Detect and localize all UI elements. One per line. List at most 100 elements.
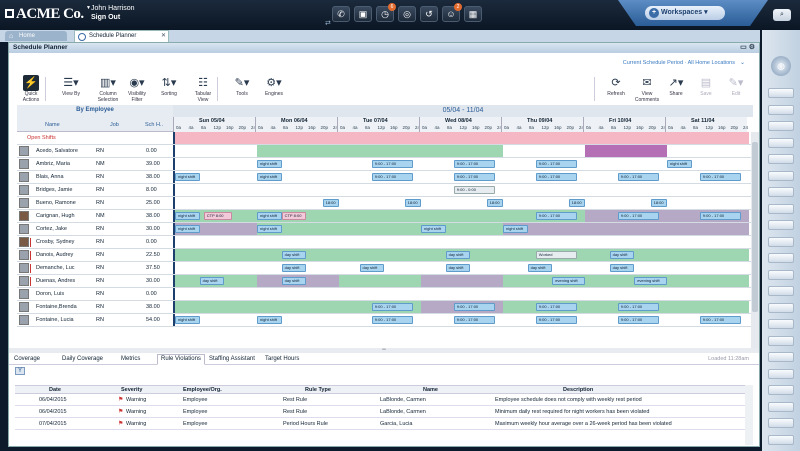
shift-block[interactable]: night shift	[175, 212, 200, 220]
shift-block[interactable]: 9:00 - 17:00	[699, 212, 741, 220]
toolbar-wrench-button[interactable]: ✎▾ Tools	[231, 75, 253, 97]
schedule-track[interactable]: day shift day shift day shift day shift day …	[173, 262, 747, 274]
schedule-track[interactable]: 9:00 - 0:00	[173, 184, 747, 196]
toolbar-share-button[interactable]: ↗▾ Share	[665, 75, 687, 97]
schedule-period-link[interactable]: Current Schedule Period · All Home Locat…	[622, 60, 735, 66]
schedule-track[interactable]: day shift day shift evening shift evening s…	[173, 275, 749, 287]
table-row[interactable]: 07/04/2015 Warning Employee Period Hours Ru…	[15, 418, 745, 430]
shift-block[interactable]: night shift	[257, 316, 282, 324]
shift-block[interactable]: 18:00	[486, 199, 503, 207]
schedule-track[interactable]	[173, 132, 749, 144]
table-row[interactable]: Bridges, Jamie RN 8.00 9:00 - 0:00	[17, 184, 757, 197]
workspace-slot[interactable]	[768, 187, 794, 197]
workspace-slot[interactable]	[768, 203, 794, 214]
shift-block[interactable]: day shift	[445, 264, 471, 272]
table-row[interactable]: Bueno, Ramone RN 25.00 18:00 18:00 18:00 18:00…	[17, 197, 757, 210]
shift-block[interactable]: 9:00 - 17:00	[371, 173, 413, 181]
column-header[interactable]: Severity	[121, 387, 143, 393]
workspace-slot[interactable]	[768, 236, 794, 247]
shift-block[interactable]: 18:00	[650, 199, 667, 207]
workspace-slot[interactable]	[768, 418, 794, 428]
toolbar-refresh-button[interactable]: ⟳ Refresh	[605, 75, 627, 97]
workspace-slot[interactable]	[768, 121, 794, 131]
schedule-track[interactable]: day shift day shift Worked day shift	[173, 249, 749, 261]
shift-block[interactable]: evening shift	[634, 277, 667, 285]
shift-block[interactable]: 9:00 - 17:00	[535, 173, 577, 181]
workspace-slot[interactable]	[768, 434, 794, 445]
globe-icon[interactable]: ◍	[771, 56, 791, 76]
table-row[interactable]: Blais, Anna RN 38.00 night shift night shift…	[17, 171, 757, 184]
sign-out-link[interactable]: Sign Out	[91, 14, 121, 21]
shift-block[interactable]: night shift	[257, 212, 282, 220]
toolbar-save-button[interactable]: ▤ Save	[695, 75, 717, 97]
target-icon[interactable]: ◎	[398, 6, 416, 22]
workspace-slot[interactable]	[768, 385, 794, 395]
workspaces-button[interactable]: + Workspaces ▾	[645, 6, 725, 20]
shift-block[interactable]: day shift	[281, 277, 307, 285]
panel-splitter[interactable]: ═	[9, 348, 759, 353]
tab-target-hours[interactable]: Target Hours	[265, 356, 300, 362]
shift-block[interactable]: night shift	[175, 316, 200, 324]
close-icon[interactable]: ✕	[160, 33, 166, 39]
workspace-slot[interactable]	[768, 104, 794, 115]
schedule-track[interactable]: night shift CTP 8:00 night shift CTP 8:00 9:…	[173, 210, 749, 222]
schedule-track[interactable]	[173, 288, 747, 300]
workspace-slot[interactable]	[768, 88, 794, 98]
workspace-slot[interactable]	[768, 154, 794, 164]
toolbar-edit-button[interactable]: ✎▾ Edit	[725, 75, 747, 97]
schedule-track[interactable]: night shift night shift 9:00 - 17:00 9:00 -…	[173, 171, 747, 183]
workspace-slot[interactable]	[768, 253, 794, 263]
workspace-slot[interactable]	[768, 302, 794, 313]
column-header[interactable]: Description	[563, 387, 594, 393]
tab-schedule-planner[interactable]: Schedule Planner ✕	[74, 30, 169, 42]
camera-icon[interactable]: ▣	[354, 6, 372, 22]
people-icon[interactable]: ☺ 2	[442, 3, 462, 22]
table-row[interactable]: Carignan, Hugh NM 38.00 night shift CTP 8:00…	[17, 210, 757, 223]
table-row[interactable]: Demanche, Luc RN 37.50 day shift day shift da…	[17, 262, 757, 275]
shift-block[interactable]: day shift	[281, 251, 307, 259]
column-name-header[interactable]: Name	[45, 122, 60, 128]
shift-block[interactable]: 9:00 - 17:00	[617, 212, 659, 220]
shift-block[interactable]: CTP 8:00	[203, 212, 233, 220]
shift-block[interactable]: 18:00	[568, 199, 585, 207]
toolbar-columns-button[interactable]: ▥▾ Column Selection	[91, 75, 125, 103]
open-shifts-row[interactable]: Open Shifts	[17, 132, 757, 145]
tab-rule-violations[interactable]: Rule Violations	[157, 354, 205, 365]
workspace-slot[interactable]	[768, 137, 794, 148]
sync-icon[interactable]: ⇄	[325, 20, 331, 27]
table-row[interactable]: Ambriz, Maria NM 39.00 night shift 9:00 - 17…	[17, 158, 757, 171]
schedule-track[interactable]	[173, 236, 747, 248]
schedule-track[interactable]: night shift 9:00 - 17:00 9:00 - 17:00 9:00 …	[173, 158, 747, 170]
column-hours-header[interactable]: Sch H..	[145, 122, 164, 128]
shift-block[interactable]: day shift	[359, 264, 385, 272]
shift-block[interactable]: 9:00 - 17:00	[535, 212, 577, 220]
tab-coverage[interactable]: Coverage	[14, 356, 41, 362]
history-icon[interactable]: ↺	[420, 6, 438, 22]
toolbar-users-button[interactable]: ☰▾ View By	[57, 75, 85, 97]
shift-block[interactable]: 9:00 - 17:00	[453, 160, 495, 168]
schedule-track[interactable]: 9:00 - 17:00 9:00 - 17:00 9:00 - 17:00 9:00…	[173, 301, 749, 313]
shift-block[interactable]: 9:00 - 17:00	[617, 303, 659, 311]
shift-block[interactable]: 9:00 - 17:00	[699, 173, 741, 181]
table-row[interactable]: 06/04/2015 Warning Employee Rest Rule LaBlon…	[15, 394, 745, 406]
shift-block[interactable]: day shift	[445, 251, 471, 259]
megaphone-icon[interactable]: ✆	[332, 6, 350, 22]
column-header[interactable]: Rule Type	[305, 387, 331, 393]
table-row[interactable]: Crosby, Sydney RN 0.00	[17, 236, 757, 249]
shift-block[interactable]: 9:00 - 17:00	[617, 316, 659, 324]
shift-block[interactable]: night shift	[175, 173, 200, 181]
shift-block[interactable]: day shift	[281, 264, 307, 272]
search-button[interactable]: ⌕	[773, 9, 791, 21]
shift-block[interactable]: day shift	[527, 264, 553, 272]
shift-block[interactable]: 9:00 - 0:00	[453, 186, 495, 194]
table-row[interactable]: Fontaine, Lucia RN 54.00 night shift night s…	[17, 314, 757, 327]
tab-staffing-assistant[interactable]: Staffing Assistant	[209, 356, 255, 362]
shift-block[interactable]: night shift	[175, 225, 200, 233]
group-by-title[interactable]: By Employee	[76, 107, 114, 113]
column-job-header[interactable]: Job	[110, 122, 119, 128]
toolbar-sort-button[interactable]: ⇅▾ Sorting	[156, 75, 182, 97]
table-row[interactable]: Acedo, Salvatore RN 0.00	[17, 145, 757, 158]
shift-block[interactable]: 18:00	[322, 199, 339, 207]
vertical-scrollbar[interactable]	[751, 132, 759, 348]
toolbar-engine-button[interactable]: ⚙▾ Engines	[259, 75, 289, 97]
